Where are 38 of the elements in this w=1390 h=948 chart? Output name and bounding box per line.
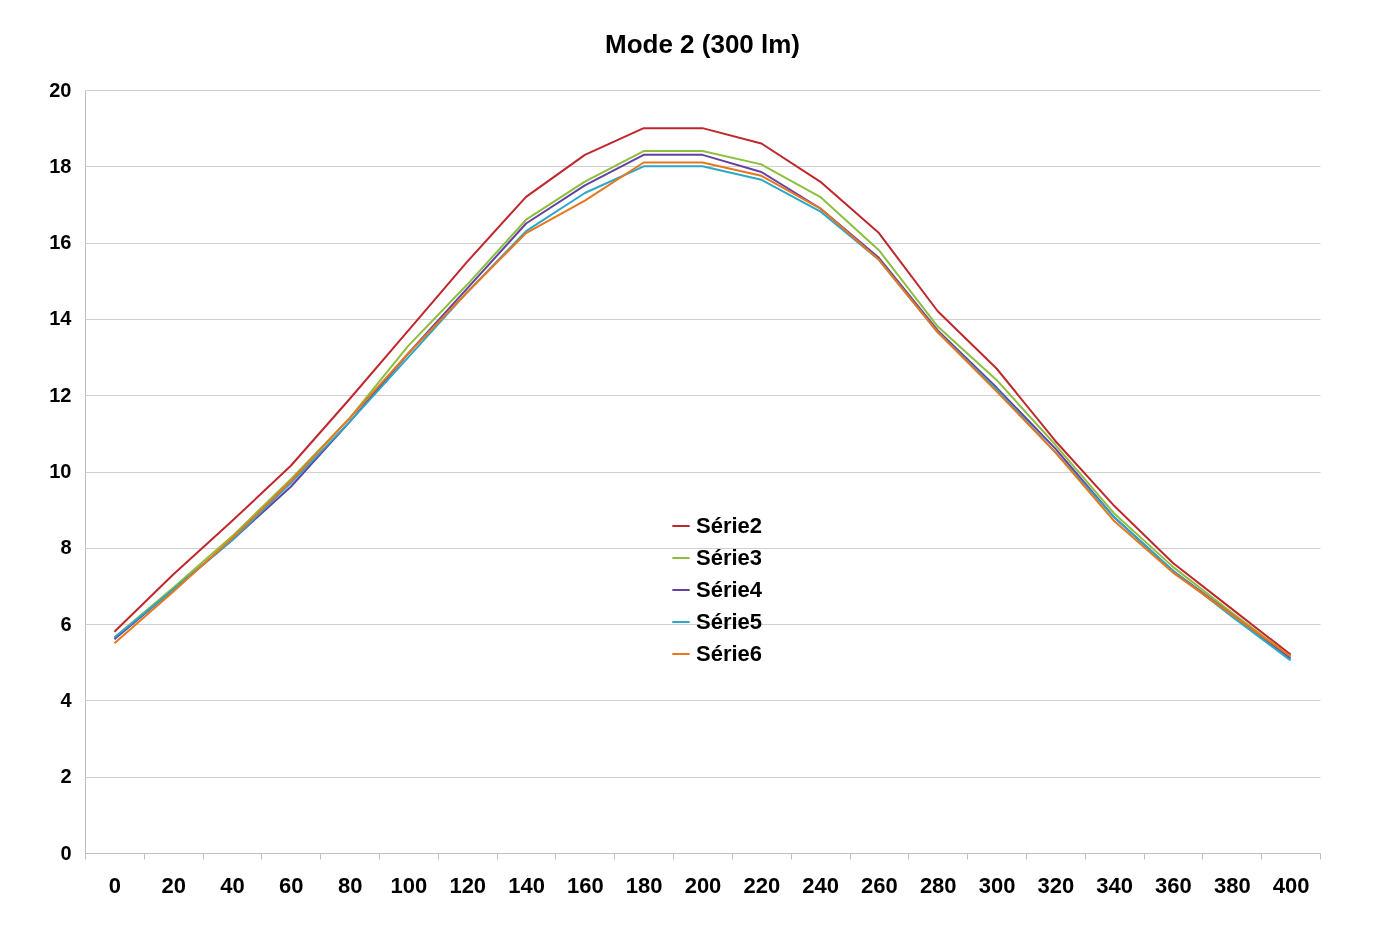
y-tick-label: 14 bbox=[49, 307, 73, 330]
x-tick-label: 220 bbox=[743, 872, 781, 898]
x-tick-label: 300 bbox=[978, 872, 1016, 898]
x-tick-label: 200 bbox=[684, 872, 722, 898]
chart-title: Mode 2 (300 lm) bbox=[604, 29, 801, 59]
y-tick-label: 6 bbox=[60, 612, 72, 635]
legend-label: Série3 bbox=[696, 545, 763, 570]
y-tick-label: 10 bbox=[49, 460, 72, 482]
x-tick-label: 60 bbox=[279, 872, 304, 898]
x-tick-label: 140 bbox=[508, 872, 545, 898]
x-tick-label: 260 bbox=[861, 872, 898, 898]
x-tick-label: 20 bbox=[161, 872, 186, 898]
x-tick-label: 100 bbox=[390, 872, 428, 898]
legend-label: Série5 bbox=[696, 609, 763, 634]
x-tick-label: 280 bbox=[919, 872, 957, 898]
x-tick-label: 360 bbox=[1155, 872, 1192, 898]
legend-label: Série6 bbox=[696, 641, 763, 666]
y-tick-label: 18 bbox=[49, 154, 72, 177]
x-tick-label: 0 bbox=[108, 872, 122, 898]
y-tick-label: 0 bbox=[60, 841, 72, 864]
x-tick-label: 400 bbox=[1272, 872, 1310, 898]
y-tick-label: 4 bbox=[60, 688, 73, 711]
y-tick-label: 20 bbox=[49, 78, 72, 101]
x-tick-label: 120 bbox=[449, 872, 487, 898]
y-tick-label: 16 bbox=[49, 231, 72, 254]
x-tick-label: 180 bbox=[625, 872, 663, 898]
x-tick-label: 240 bbox=[802, 872, 839, 898]
x-tick-label: 380 bbox=[1213, 872, 1251, 898]
x-tick-label: 80 bbox=[337, 872, 363, 898]
x-tick-label: 320 bbox=[1037, 872, 1075, 898]
y-tick-label: 2 bbox=[60, 765, 72, 788]
x-tick-label: 160 bbox=[567, 872, 604, 898]
x-tick-label: 40 bbox=[220, 872, 245, 898]
y-tick-label: 12 bbox=[49, 383, 72, 406]
x-tick-label: 340 bbox=[1096, 872, 1134, 898]
legend-label: Série2 bbox=[696, 513, 763, 538]
legend-label: Série4 bbox=[696, 577, 763, 602]
y-tick-label: 8 bbox=[60, 536, 72, 559]
